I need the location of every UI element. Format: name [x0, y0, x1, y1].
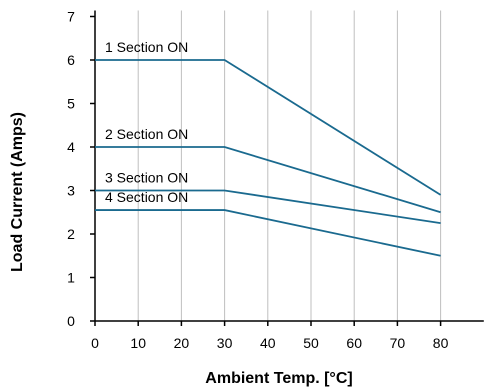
y-tick-label: 6: [67, 52, 75, 68]
series-line: [95, 189, 441, 225]
series-line: [95, 209, 441, 257]
axes: [94, 10, 484, 322]
x-axis-title: Ambient Temp. [°C]: [205, 370, 352, 387]
y-tick-label: 0: [67, 313, 75, 329]
x-tick-label: 70: [390, 335, 406, 351]
y-tick-label: 1: [67, 270, 75, 286]
x-tick-label: 10: [130, 335, 146, 351]
series-line: [95, 59, 442, 196]
x-tick-label: 50: [303, 335, 319, 351]
series-label: 1 Section ON: [105, 39, 188, 55]
x-tick-label: 40: [260, 335, 276, 351]
y-tick-label: 4: [67, 139, 75, 155]
x-tick-label: 0: [91, 335, 99, 351]
y-tick-label: 3: [67, 183, 75, 199]
y-tick-label: 2: [67, 226, 75, 242]
y-tick-label: 5: [67, 96, 75, 112]
x-tick-label: 80: [433, 335, 449, 351]
x-tick-label: 60: [346, 335, 362, 351]
x-tick-label: 20: [174, 335, 190, 351]
series-label: 4 Section ON: [105, 189, 188, 205]
y-tick-label: 7: [67, 9, 75, 25]
series-labels: 1 Section ON 2 Section ON 3 Section ON 4 Se…: [105, 39, 188, 205]
series-label: 2 Section ON: [105, 126, 188, 142]
x-tick-label: 30: [217, 335, 233, 351]
series-line: [95, 146, 441, 214]
grid: [137, 10, 442, 321]
series-label: 3 Section ON: [105, 170, 188, 186]
y-axis-title: Load Current (Amps): [9, 112, 26, 272]
series: [95, 59, 442, 257]
